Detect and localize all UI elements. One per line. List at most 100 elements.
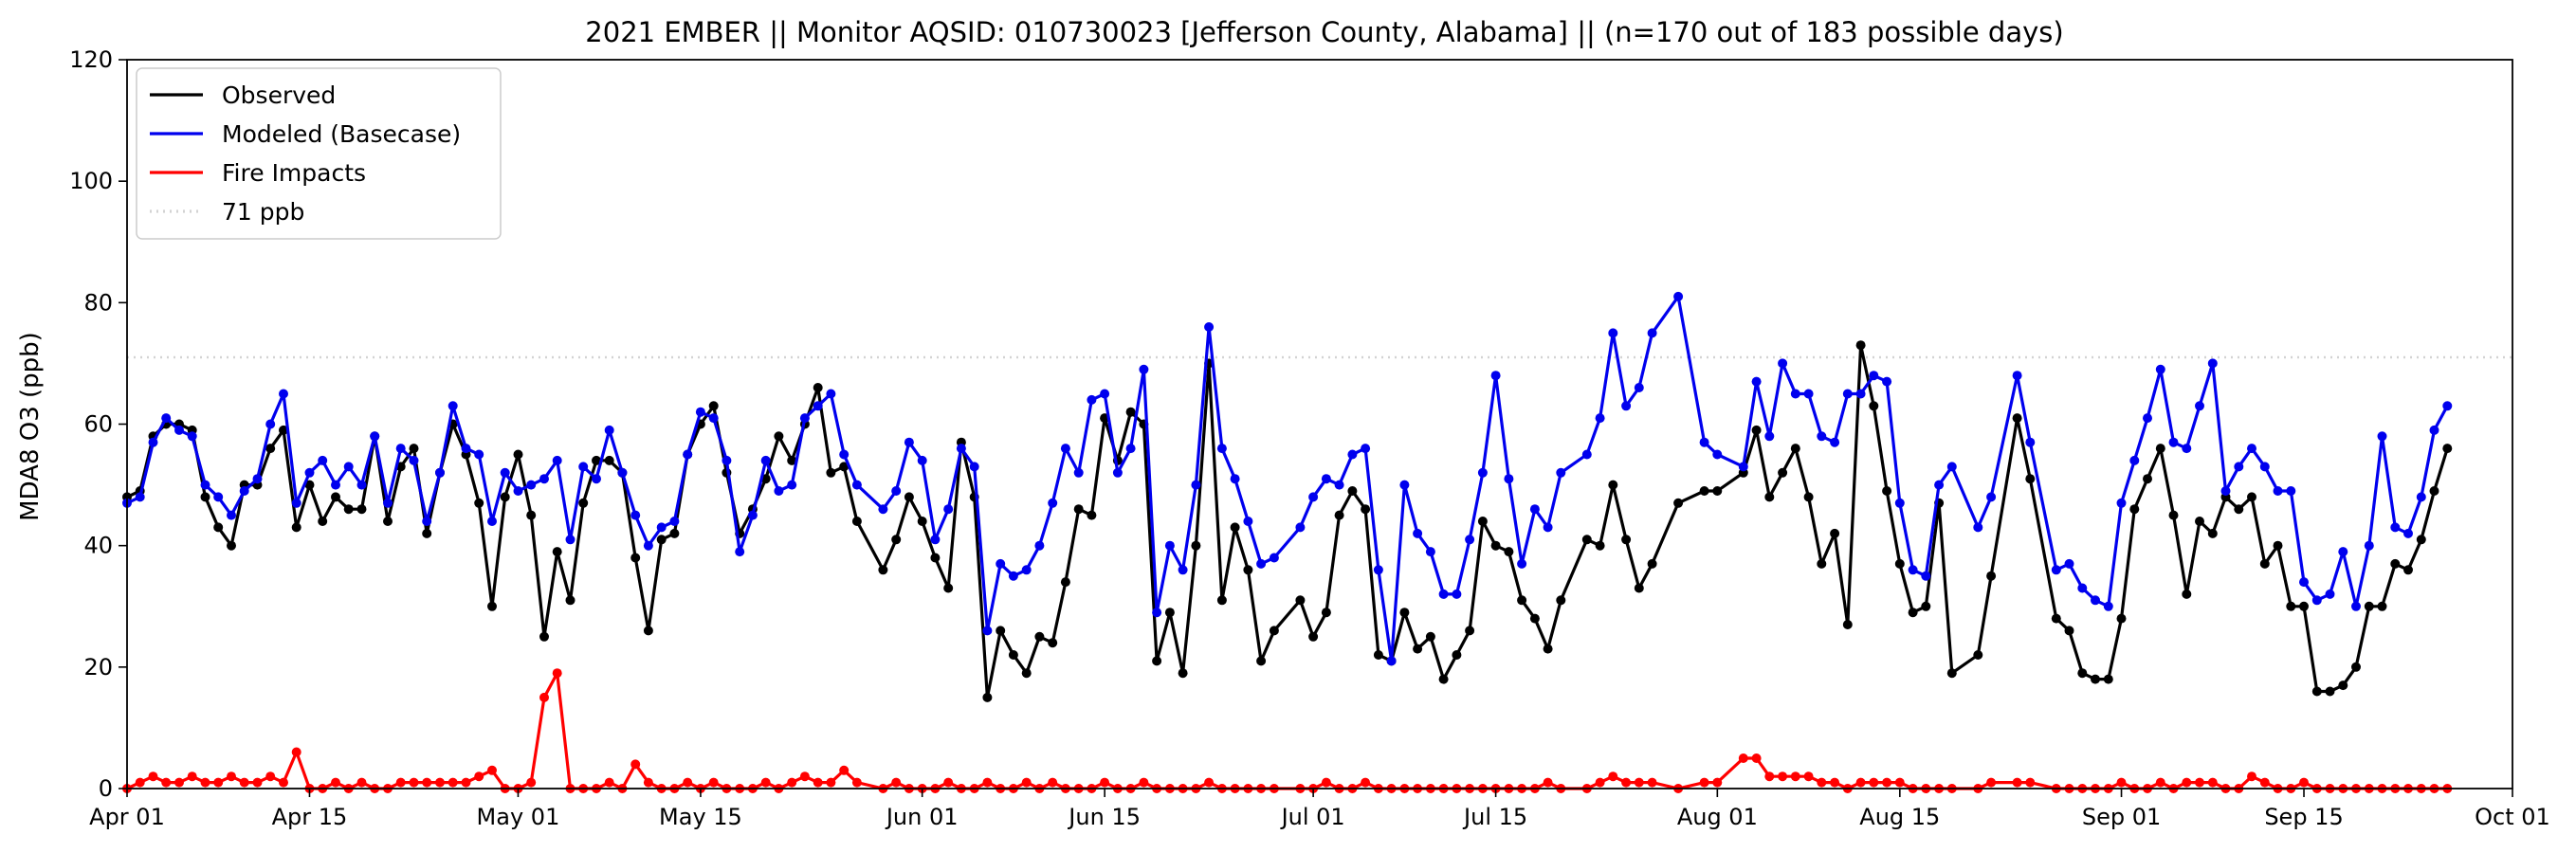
- data-point: [1164, 540, 1175, 551]
- data-point: [1869, 777, 1879, 788]
- data-point: [2182, 589, 2192, 599]
- data-point: [996, 626, 1006, 636]
- data-point: [435, 777, 445, 788]
- data-point: [592, 474, 601, 484]
- data-point: [1712, 449, 1723, 460]
- data-point: [200, 777, 210, 788]
- data-point: [1842, 389, 1853, 399]
- data-point: [2299, 601, 2309, 611]
- data-point: [1894, 777, 1905, 788]
- data-point: [552, 668, 562, 679]
- x-tick-label: May 15: [659, 804, 742, 830]
- data-point: [500, 467, 510, 478]
- data-point: [227, 540, 236, 551]
- data-point: [1790, 444, 1800, 454]
- data-point: [2351, 662, 2361, 672]
- data-point: [1817, 431, 1827, 442]
- data-point: [617, 467, 628, 478]
- data-point: [422, 528, 432, 538]
- data-point: [683, 449, 693, 460]
- data-point: [1764, 492, 1775, 502]
- data-point: [943, 504, 954, 515]
- data-point: [826, 467, 836, 478]
- x-tick-label: Jul 15: [1462, 804, 1527, 830]
- data-point: [1621, 535, 1632, 545]
- data-point: [1751, 753, 1762, 763]
- data-point: [2168, 510, 2179, 520]
- data-point: [1973, 650, 1983, 660]
- data-point: [2077, 583, 2088, 593]
- data-point: [279, 425, 288, 435]
- legend-label: 71 ppb: [222, 198, 304, 226]
- data-point: [1204, 322, 1215, 332]
- data-point: [1529, 613, 1540, 624]
- data-point: [1751, 376, 1762, 387]
- data-point: [227, 771, 236, 782]
- data-point: [917, 517, 927, 526]
- data-point: [2377, 601, 2387, 611]
- data-point: [656, 522, 667, 533]
- data-point: [1855, 777, 1866, 788]
- data-point: [878, 504, 888, 515]
- data-point: [1191, 540, 1201, 551]
- data-point: [1087, 394, 1097, 405]
- data-point: [2338, 681, 2348, 691]
- data-point: [2025, 474, 2036, 484]
- data-point: [1021, 565, 1032, 575]
- data-point: [1882, 777, 1892, 788]
- data-point: [630, 759, 641, 770]
- data-point: [930, 535, 941, 545]
- data-point: [1373, 565, 1383, 575]
- data-point: [1321, 777, 1331, 788]
- data-point: [2103, 601, 2113, 611]
- data-point: [1243, 517, 1253, 526]
- data-point: [1556, 595, 1566, 606]
- data-point: [813, 777, 823, 788]
- data-point: [2416, 535, 2426, 545]
- data-point: [1100, 777, 1110, 788]
- data-point: [1334, 510, 1344, 520]
- data-point: [304, 467, 315, 478]
- data-point: [2390, 522, 2401, 533]
- x-tick-label: Sep 15: [2264, 804, 2343, 830]
- legend-label: Modeled (Basecase): [222, 120, 461, 148]
- data-point: [787, 455, 797, 465]
- data-point: [1908, 565, 1918, 575]
- data-point: [2091, 674, 2100, 684]
- data-point: [1712, 486, 1723, 496]
- data-point: [669, 517, 680, 526]
- series-line: [126, 343, 2449, 699]
- data-point: [1073, 504, 1084, 515]
- data-point: [787, 777, 797, 788]
- data-point: [578, 462, 589, 472]
- series-2: [122, 291, 2453, 666]
- series-1: [122, 340, 2453, 702]
- data-point: [1373, 650, 1383, 660]
- data-point: [2273, 486, 2283, 496]
- data-point: [1803, 771, 1814, 782]
- data-point: [2247, 444, 2256, 454]
- data-point: [370, 431, 380, 442]
- data-point: [604, 777, 614, 788]
- legend-entry: Modeled (Basecase): [150, 120, 461, 148]
- data-point: [1477, 467, 1488, 478]
- data-point: [1842, 620, 1853, 629]
- data-point: [265, 419, 276, 429]
- x-tick-label: Jun 01: [885, 804, 959, 830]
- data-point: [1764, 431, 1775, 442]
- data-point: [851, 777, 862, 788]
- data-point: [1269, 626, 1279, 636]
- data-point: [1438, 674, 1449, 684]
- data-point: [2234, 504, 2244, 515]
- data-point: [2429, 425, 2439, 435]
- data-point: [1361, 444, 1371, 454]
- data-point: [2442, 401, 2453, 411]
- data-point: [1125, 444, 1136, 454]
- data-point: [1699, 777, 1709, 788]
- data-point: [2234, 462, 2244, 472]
- data-point: [161, 413, 172, 424]
- data-point: [552, 547, 562, 557]
- data-point: [1986, 571, 1997, 581]
- data-point: [1191, 480, 1201, 490]
- data-point: [1882, 376, 1892, 387]
